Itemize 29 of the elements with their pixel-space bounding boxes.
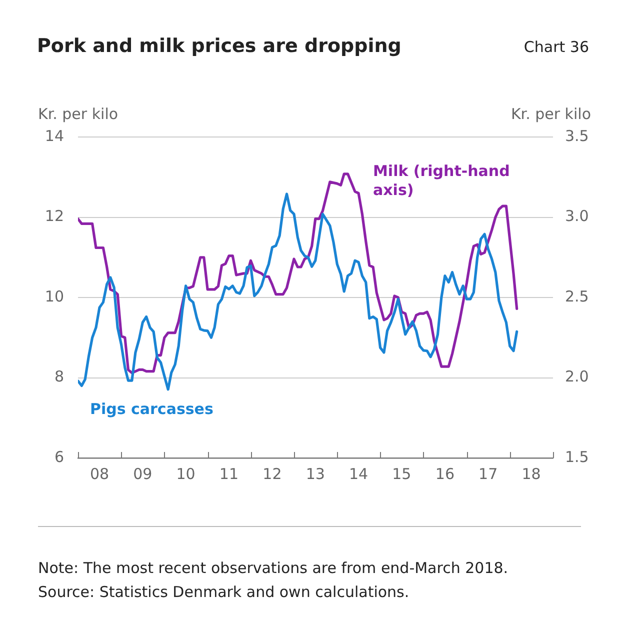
x-tick-label: 12 <box>262 464 282 483</box>
source-note: Source: Statistics Denmark and own calculations. <box>38 582 410 603</box>
x-tick-label: 11 <box>219 464 239 483</box>
x-tick-label: 08 <box>90 464 110 483</box>
x-tick-label: 13 <box>306 464 325 483</box>
y-tick-label: 8 <box>54 368 64 386</box>
series-label: Pigs carcasses <box>90 400 214 419</box>
text: Note: The most recent observations are from end-March 2018. <box>38 558 508 579</box>
y-axis-title: Kr. per kilo <box>38 105 118 123</box>
series-label: Milk (right-hand axis) <box>373 162 511 200</box>
y2-axis-title: Kr. per kilo <box>510 105 591 123</box>
x-tick-label: 16 <box>435 464 454 483</box>
y-tick-label: 10 <box>44 287 64 306</box>
x-tick-label: 10 <box>176 464 196 483</box>
caption: Chart 36 <box>524 38 589 56</box>
y-tick-label: 12 <box>44 207 64 226</box>
x-tick-label: 15 <box>392 464 412 483</box>
y2-tick-label: 3.0 <box>565 207 589 226</box>
x-tick-label: 14 <box>348 464 368 483</box>
x-tick-label: 18 <box>522 464 541 483</box>
y2-tick-label: 1.5 <box>565 448 589 466</box>
y2-tick-label: 2.0 <box>565 368 589 386</box>
y2-tick-label: 2.5 <box>565 287 589 306</box>
y2-tick-label: 3.5 <box>565 126 589 145</box>
x-tick-label: 09 <box>133 464 152 483</box>
y-tick-label: 14 <box>44 126 64 145</box>
chart-title: Pork and milk prices are dropping <box>37 35 402 57</box>
x-tick-label: 17 <box>478 464 498 483</box>
y-tick-label: 6 <box>54 448 64 466</box>
